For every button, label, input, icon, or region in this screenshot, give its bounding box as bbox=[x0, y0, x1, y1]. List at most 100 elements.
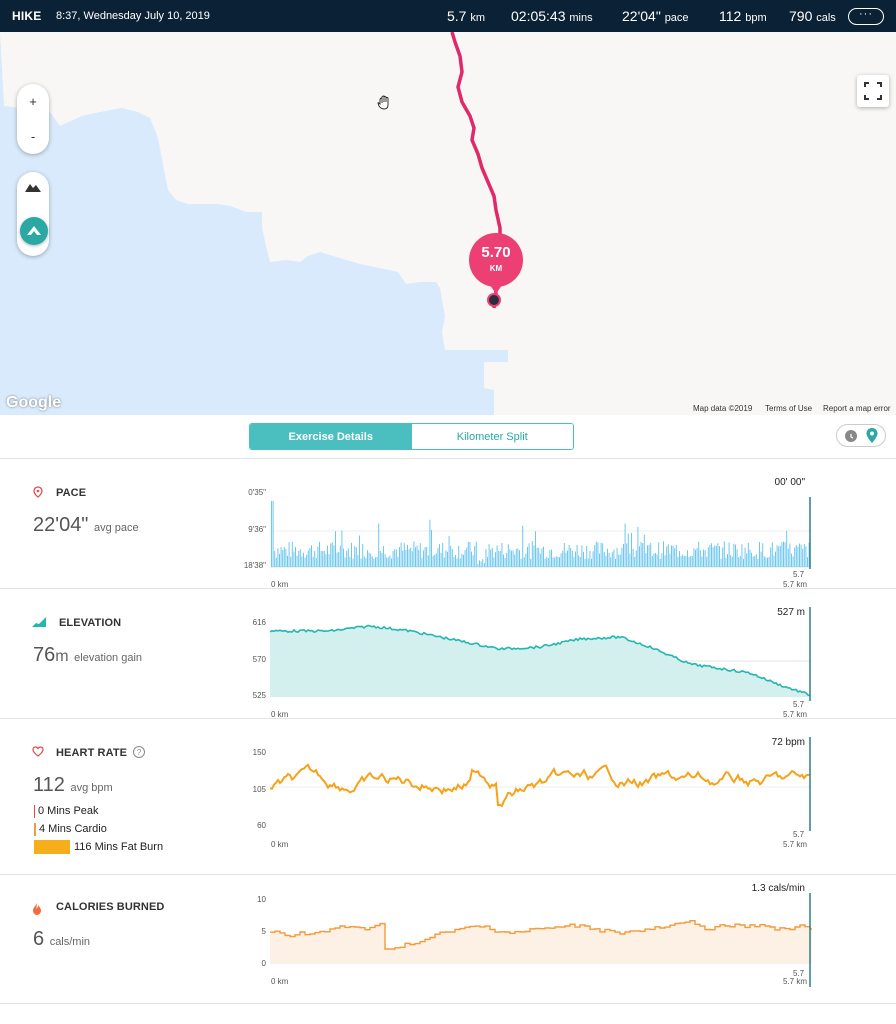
water-area bbox=[0, 32, 508, 415]
axis-toggle[interactable] bbox=[836, 424, 886, 447]
pace-bar bbox=[279, 553, 280, 567]
fullscreen-button[interactable] bbox=[857, 75, 889, 107]
zoom-in-button[interactable]: + bbox=[29, 94, 37, 109]
calories-chart[interactable] bbox=[270, 893, 812, 987]
more-options-button[interactable]: ··· bbox=[848, 8, 884, 25]
terrain-icon[interactable] bbox=[25, 182, 41, 192]
elevation-section: ELEVATION 76m elevation gain 616 570 525… bbox=[0, 588, 896, 719]
heart-x-end: 5.7 km bbox=[783, 840, 808, 849]
pace-bar bbox=[362, 544, 364, 567]
hand-cursor-icon bbox=[377, 95, 389, 110]
pace-cursor-label: 5.7 bbox=[793, 570, 805, 579]
pace-bar bbox=[648, 545, 650, 567]
pace-bar bbox=[387, 557, 389, 567]
pace-bar bbox=[480, 561, 482, 567]
pace-bar bbox=[471, 551, 472, 567]
pace-value: 22'04" avg pace bbox=[33, 514, 139, 536]
pace-bar bbox=[567, 550, 568, 567]
pace-bar bbox=[338, 551, 340, 567]
pace-bar bbox=[555, 556, 557, 567]
route-view-button[interactable] bbox=[20, 217, 48, 245]
report-map-error-link[interactable]: Report a map error bbox=[823, 404, 891, 413]
pace-bar bbox=[680, 556, 682, 567]
clock-icon[interactable] bbox=[845, 430, 857, 442]
pace-bar bbox=[359, 535, 360, 567]
pace-bar bbox=[647, 545, 648, 567]
zone-peak-bar bbox=[34, 804, 35, 818]
calories-line bbox=[270, 920, 812, 950]
pace-bar bbox=[659, 559, 661, 567]
heart-rate-chart[interactable] bbox=[270, 737, 812, 831]
pace-bar bbox=[275, 557, 277, 567]
pace-bar bbox=[629, 553, 631, 567]
pace-bar bbox=[784, 542, 786, 567]
pace-bar bbox=[419, 543, 421, 567]
pace-bar bbox=[760, 551, 762, 567]
pace-bar bbox=[584, 559, 586, 567]
pace-bar bbox=[506, 552, 508, 567]
pace-bar bbox=[408, 549, 410, 567]
tab-kilometer-split[interactable]: Kilometer Split bbox=[411, 424, 573, 449]
activity-header: HIKE 8:37, Wednesday July 10, 2019 5.7 k… bbox=[0, 0, 896, 32]
elevation-icon bbox=[32, 617, 46, 627]
pace-bar bbox=[699, 550, 701, 567]
pace-chart[interactable] bbox=[270, 497, 812, 569]
calories-title: CALORIES BURNED bbox=[56, 901, 165, 913]
calories-area bbox=[270, 920, 812, 963]
pace-bar bbox=[602, 543, 604, 567]
pace-bar bbox=[563, 543, 565, 567]
pace-bar bbox=[538, 547, 540, 567]
terms-of-use-link[interactable]: Terms of Use bbox=[765, 404, 813, 413]
pace-bar bbox=[663, 541, 664, 567]
pace-bar bbox=[677, 556, 679, 567]
pace-bar bbox=[786, 530, 788, 567]
tab-exercise-details[interactable]: Exercise Details bbox=[250, 424, 412, 449]
pace-bar bbox=[685, 556, 687, 567]
pace-bar bbox=[749, 549, 751, 567]
pace-bar bbox=[271, 501, 272, 567]
marker-badge bbox=[469, 233, 523, 287]
pace-bar bbox=[618, 554, 620, 567]
pace-bar bbox=[327, 545, 328, 567]
pace-bar bbox=[725, 558, 727, 567]
pace-bar bbox=[795, 545, 797, 567]
pace-bar bbox=[448, 535, 450, 567]
pace-bar bbox=[517, 548, 519, 567]
pace-bar bbox=[802, 548, 804, 567]
pace-bar bbox=[520, 559, 522, 567]
route-map[interactable]: 5.70 KM + - Google Map data ©2019 Terms … bbox=[0, 32, 896, 415]
pace-bar bbox=[435, 553, 437, 567]
location-pin-icon[interactable] bbox=[866, 428, 878, 444]
pace-bar bbox=[560, 553, 562, 567]
pace-bar bbox=[355, 547, 357, 567]
pace-bar bbox=[706, 556, 708, 567]
pace-bar bbox=[575, 551, 576, 567]
pace-bar bbox=[543, 546, 544, 567]
pace-bar bbox=[413, 541, 415, 567]
zoom-out-button[interactable]: - bbox=[30, 129, 36, 144]
pace-bar bbox=[720, 558, 722, 567]
pace-bar bbox=[671, 545, 672, 567]
pace-bar bbox=[539, 553, 541, 567]
pace-bar bbox=[397, 556, 399, 567]
pace-bar bbox=[655, 552, 656, 567]
map-data-credit: Map data ©2019 bbox=[693, 404, 753, 413]
pace-bar bbox=[747, 542, 749, 567]
pace-bar bbox=[762, 543, 764, 567]
zone-cardio-bar bbox=[34, 822, 36, 836]
pace-bar bbox=[488, 544, 490, 567]
activity-datetime: 8:37, Wednesday July 10, 2019 bbox=[56, 10, 210, 22]
elevation-y-tick: 570 bbox=[252, 655, 266, 664]
pace-bar bbox=[621, 547, 623, 567]
header-duration: 02:05:43 mins bbox=[511, 8, 593, 24]
pace-bar bbox=[459, 558, 461, 567]
pace-bar bbox=[298, 551, 300, 567]
pace-bar bbox=[418, 550, 420, 567]
heart-rate-section: HEART RATE ? 112 avg bpm 0 Mins Peak 4 M… bbox=[0, 718, 896, 874]
pace-bar bbox=[333, 545, 335, 567]
pace-bar bbox=[427, 555, 429, 567]
detail-tabs: Exercise Details Kilometer Split bbox=[249, 423, 574, 450]
pace-bar bbox=[679, 551, 680, 567]
elevation-chart[interactable] bbox=[270, 607, 812, 701]
info-icon[interactable]: ? bbox=[133, 746, 145, 758]
